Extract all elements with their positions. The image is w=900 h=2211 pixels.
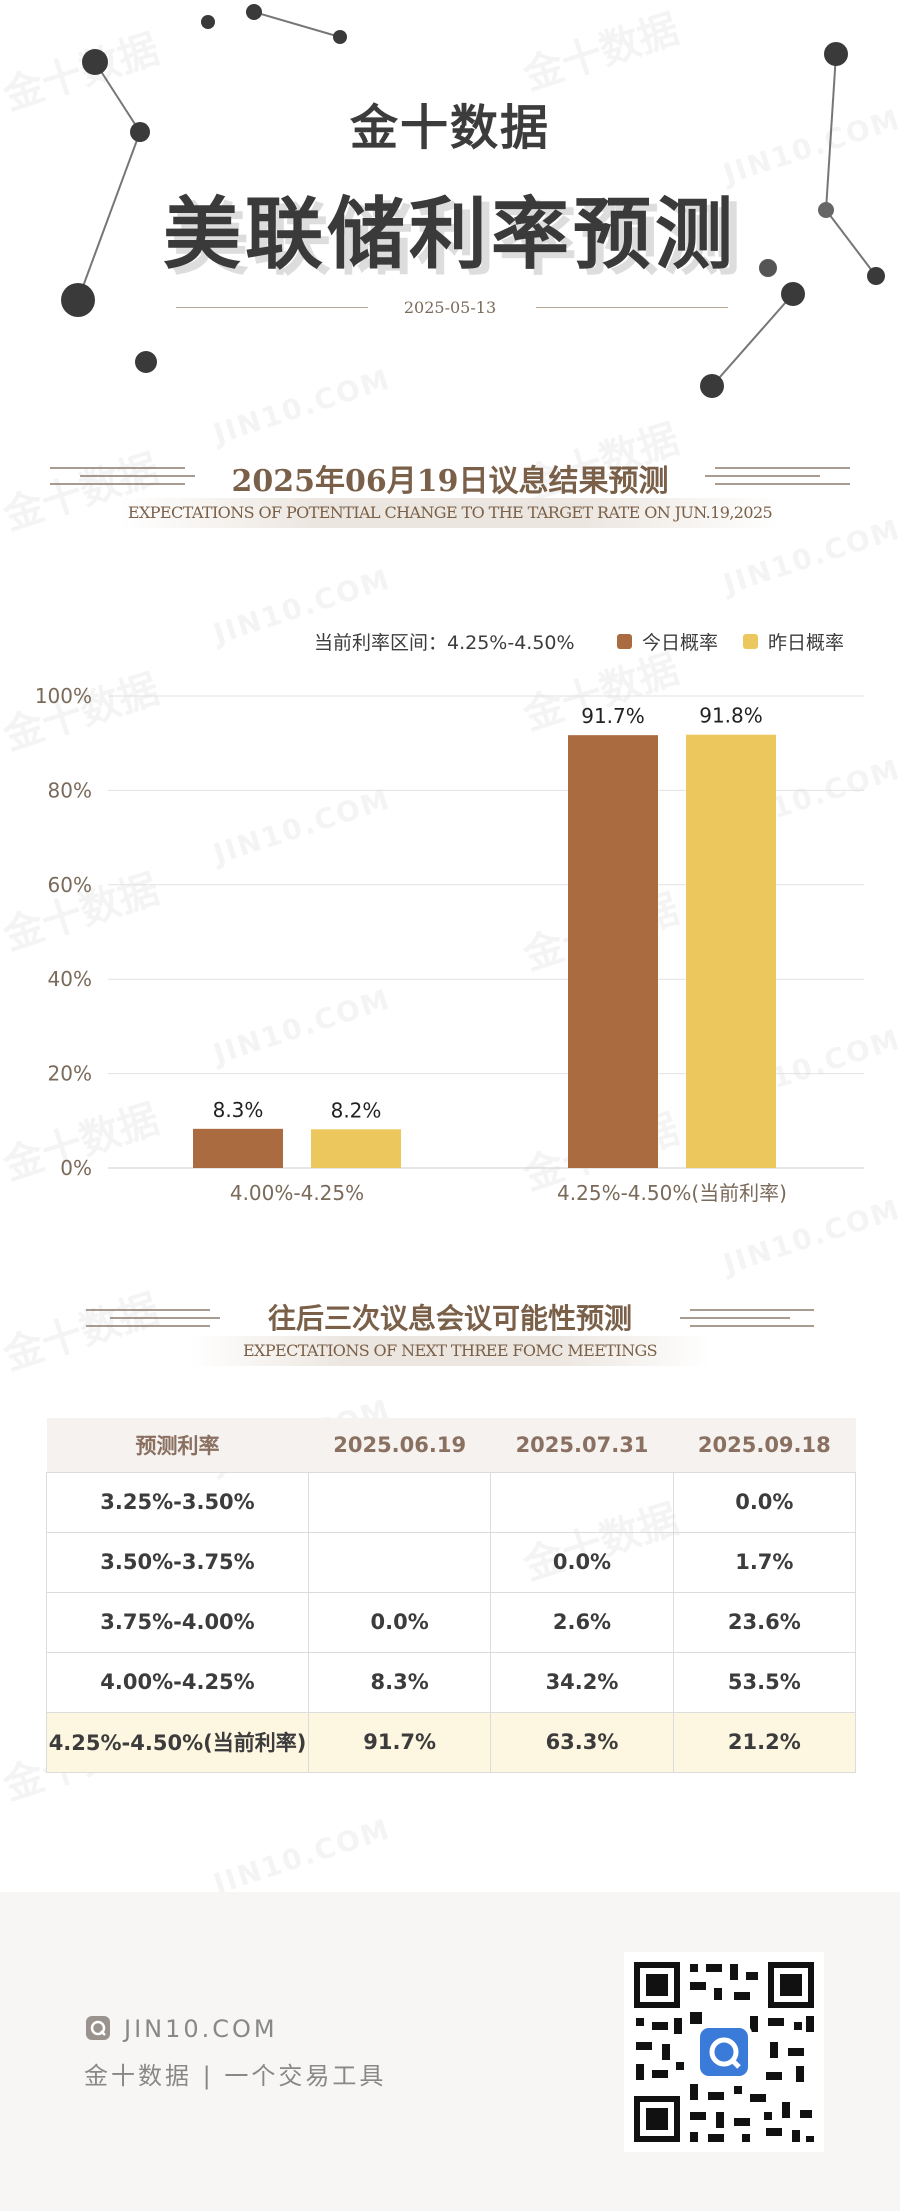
legend-label-yesterday: 昨日概率: [768, 632, 845, 654]
legend-item-yesterday: 昨日概率: [743, 628, 844, 655]
table-cell: 8.3%: [307, 1651, 492, 1713]
brand-logo-text: 金十数据: [349, 100, 550, 156]
table-cell: 34.2%: [490, 1651, 674, 1713]
section1-band: [120, 498, 780, 528]
table-header-row: 预测利率 2025.06.19 2025.07.31 2025.09.18: [46, 1418, 856, 1472]
section2-title: 往后三次议息会议可能性预测: [267, 1302, 632, 1335]
table-cell: 53.5%: [672, 1651, 857, 1713]
footer: JIN10.COM 金十数据 | 一个交易工具: [0, 1892, 900, 2211]
legend-item-today: 今日概率: [617, 628, 718, 655]
fomc-forecast-table: 预测利率 2025.06.19 2025.07.31 2025.09.18 3.…: [46, 1418, 857, 1773]
section1-title: 2025年06月19日议息结果预测: [231, 464, 669, 499]
bar-today: [568, 735, 658, 1168]
table-cell: 4.25%-4.50%(当前利率): [46, 1711, 309, 1773]
jin10-logo-icon: [86, 2016, 110, 2040]
table-row-current-rate: 4.25%-4.50%(当前利率) 91.7% 63.3% 21.2%: [46, 1711, 857, 1773]
legend-swatch-today: [617, 634, 632, 649]
table-cell: 63.3%: [490, 1711, 674, 1773]
table-cell: 2.6%: [490, 1591, 674, 1653]
probability-bar-chart: 0% 20% 40% 60% 80% 100% 8.3% 8.2% 4.00%-4.25% 91.…: [35, 684, 864, 1205]
table-cell: 3.25%-3.50%: [46, 1471, 309, 1533]
bar-today: [193, 1128, 283, 1168]
y-tick-label: 100%: [35, 684, 92, 708]
section1-subtitle: EXPECTATIONS OF POTENTIAL CHANGE TO THE …: [127, 503, 773, 522]
x-tick-label: 4.00%-4.25%: [230, 1181, 364, 1205]
table-cell: 23.6%: [672, 1591, 857, 1653]
legend-swatch-yesterday: [743, 634, 758, 649]
footer-domain: JIN10.COM: [124, 2015, 278, 2043]
date-divider-left: [176, 307, 368, 308]
table-cell: 21.2%: [672, 1711, 857, 1773]
section2-ornament: [86, 1309, 814, 1327]
data-label: 8.3%: [213, 1098, 264, 1122]
table-cell: 3.50%-3.75%: [46, 1531, 309, 1593]
section1-ornament: [50, 467, 850, 485]
footer-slogan: 金十数据 | 一个交易工具: [84, 2062, 387, 2090]
table-row: 4.00%-4.25% 8.3% 34.2% 53.5%: [46, 1651, 857, 1713]
table-header-cell: 预测利率: [46, 1418, 309, 1472]
table-cell: [307, 1531, 492, 1593]
table-cell: 4.00%-4.25%: [46, 1651, 309, 1713]
section2-subtitle: EXPECTATIONS OF NEXT THREE FOMC MEETINGS: [242, 1341, 658, 1360]
y-tick-label: 0%: [60, 1156, 92, 1180]
y-tick-label: 80%: [48, 778, 92, 802]
report-date: 2025-05-13: [403, 298, 497, 317]
date-divider-right: [536, 307, 728, 308]
table-header-cell: 2025.07.31: [490, 1418, 674, 1472]
x-tick-label: 4.25%-4.50%(当前利率): [557, 1181, 787, 1205]
current-rate-label: 当前利率区间：4.25%-4.50%: [314, 632, 575, 654]
section2-band: [190, 1336, 710, 1366]
table-cell: [307, 1471, 492, 1533]
table-row: 3.75%-4.00% 0.0% 2.6% 23.6%: [46, 1591, 857, 1653]
table-row: 3.25%-3.50% 0.0%: [46, 1471, 857, 1533]
table-cell: [490, 1471, 674, 1533]
table-cell: 91.7%: [307, 1711, 492, 1773]
table-cell: 0.0%: [490, 1531, 674, 1593]
bar-yesterday: [311, 1129, 401, 1168]
y-tick-label: 60%: [48, 873, 92, 897]
table-header-cell: 2025.09.18: [673, 1418, 856, 1472]
data-label: 91.7%: [581, 704, 645, 728]
watermark: JIN10.COM: [209, 1812, 395, 1901]
table-cell: 0.0%: [307, 1591, 492, 1653]
qr-code-icon[interactable]: [624, 1952, 824, 2152]
table-cell: 3.75%-4.00%: [46, 1591, 309, 1653]
data-label: 8.2%: [331, 1098, 382, 1122]
legend-label-today: 今日概率: [642, 632, 719, 654]
table-cell: 0.0%: [672, 1471, 857, 1533]
y-tick-label: 40%: [48, 967, 92, 991]
y-tick-label: 20%: [48, 1062, 92, 1086]
table-row: 3.50%-3.75% 0.0% 1.7%: [46, 1531, 857, 1593]
table-header-cell: 2025.06.19: [308, 1418, 491, 1472]
bar-yesterday: [686, 734, 776, 1168]
page-title: 美联储利率预测: [162, 189, 737, 280]
chart-legend: 当前利率区间：4.25%-4.50% 今日概率 昨日概率: [0, 628, 900, 654]
data-label: 91.8%: [699, 704, 763, 728]
date-row: 2025-05-13: [0, 296, 900, 320]
table-cell: 1.7%: [672, 1531, 857, 1593]
constellation-decoration: [61, 4, 885, 398]
